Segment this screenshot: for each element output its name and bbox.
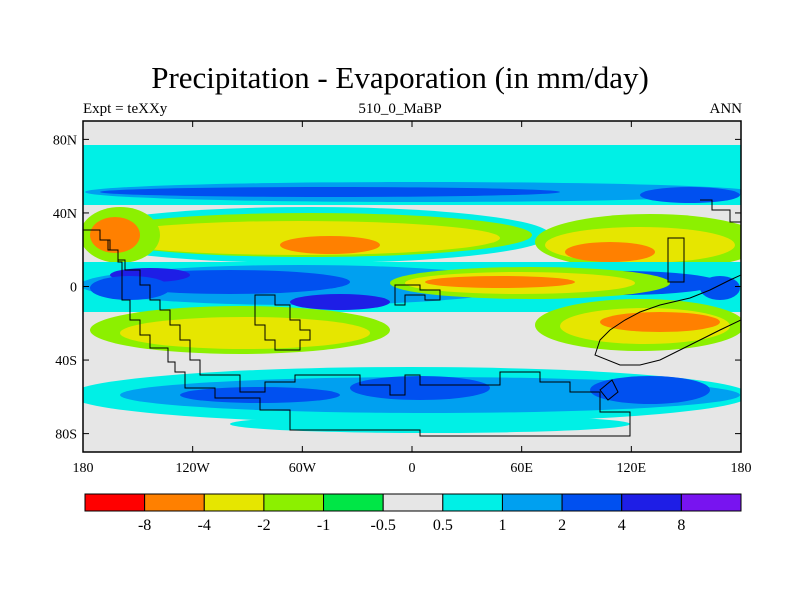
colorbar-label: 1 <box>498 517 506 534</box>
inland-sea-outline <box>254 294 311 351</box>
western-continent-outline <box>83 229 631 437</box>
colorbar-swatch <box>561 493 623 512</box>
colorbar-label: 4 <box>618 517 626 534</box>
lon-tick-label: 180 <box>73 461 94 476</box>
lat-tick-label: 40S <box>55 354 77 369</box>
southern-peninsula-outline <box>599 379 619 401</box>
latitude-axis: 80N 40N 0 40S 80S <box>53 133 741 443</box>
colorbar-swatch <box>203 493 265 512</box>
colorbar-swatch <box>382 493 444 512</box>
colorbar-swatch <box>621 493 682 512</box>
colorbar-label: -2 <box>257 517 270 534</box>
lon-tick-label: 60W <box>289 461 317 476</box>
central-continent-outline <box>394 284 441 306</box>
lat-tick-label: 80N <box>53 133 77 148</box>
colorbar-swatch <box>84 493 146 512</box>
experiment-label: Expt = teXXy <box>83 101 168 117</box>
season-label: ANN <box>709 101 743 117</box>
lon-tick-label: 180 <box>731 461 752 476</box>
colorbar-label: -4 <box>198 517 211 534</box>
period-label: 510_0_MaBP <box>358 101 442 117</box>
colorbar-swatch <box>263 493 325 512</box>
colorbar-label: -8 <box>138 517 151 534</box>
northern-block-outline <box>667 237 685 283</box>
lat-tick-label: 0 <box>70 281 77 296</box>
colorbar-label: -0.5 <box>371 517 396 534</box>
colorbar-label: 0.5 <box>433 517 453 534</box>
colorbar-swatch <box>442 493 503 512</box>
lon-tick-label: 120E <box>617 461 647 476</box>
northeast-coast-outline <box>700 199 741 223</box>
colorbar-label: -1 <box>317 517 330 534</box>
eastern-continent-outline <box>594 274 741 366</box>
lon-tick-label: 60E <box>510 461 533 476</box>
chart-title: Precipitation - Evaporation (in mm/day) <box>151 60 649 95</box>
colorbar-swatch <box>144 493 205 512</box>
lat-tick-label: 80S <box>55 428 77 443</box>
longitude-axis: 180 120W 60W 0 60E 120E 180 <box>73 121 752 476</box>
colorbar-label: 2 <box>558 517 566 534</box>
colorbar: -8 -4 -2 -1 -0.5 0.5 1 2 4 8 <box>84 493 742 534</box>
pme-field <box>83 121 741 452</box>
continent-outlines <box>83 199 741 437</box>
colorbar-swatch <box>680 493 742 512</box>
colorbar-swatch <box>501 493 563 512</box>
lon-tick-label: 120W <box>176 461 211 476</box>
lon-tick-label: 0 <box>409 461 416 476</box>
lat-tick-label: 40N <box>53 207 77 222</box>
colorbar-swatch <box>323 493 384 512</box>
colorbar-label: 8 <box>677 517 685 534</box>
